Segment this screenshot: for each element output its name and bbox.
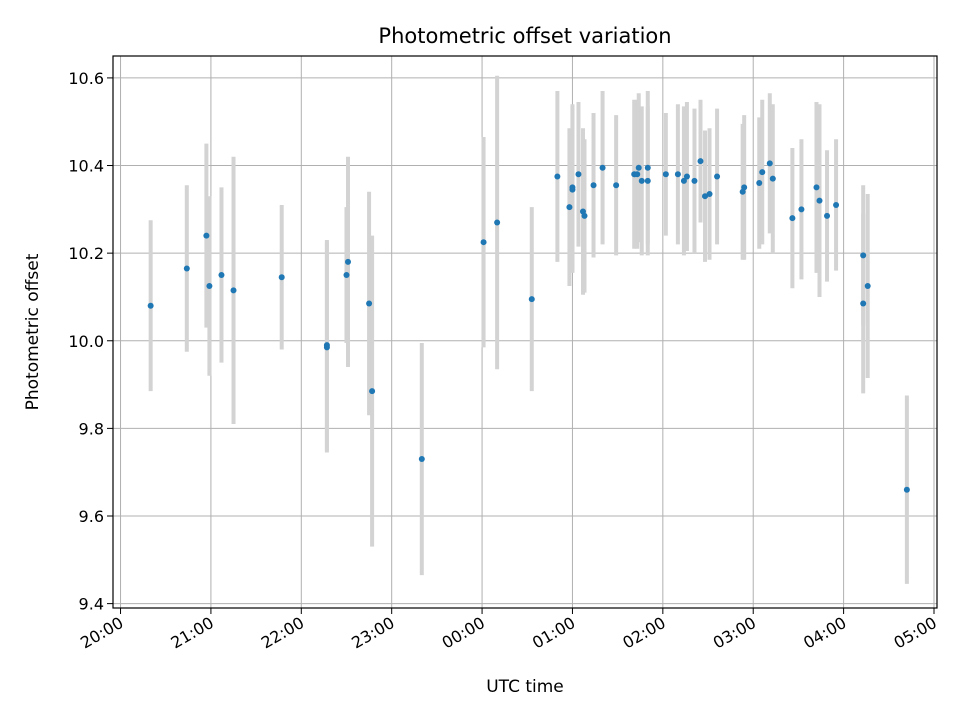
plot-area	[113, 56, 937, 608]
data-point	[714, 173, 721, 180]
data-point	[599, 164, 606, 171]
x-axis-label: UTC time	[486, 677, 564, 697]
data-point	[741, 184, 748, 191]
data-point	[706, 191, 713, 197]
data-point	[480, 239, 487, 246]
data-point	[206, 283, 213, 289]
data-point	[824, 212, 831, 219]
data-point	[662, 171, 669, 178]
data-point	[230, 287, 237, 294]
data-point	[798, 206, 805, 213]
chart-title: Photometric offset variation	[378, 24, 671, 48]
data-point	[343, 272, 350, 279]
y-tick-label: 10.6	[68, 69, 104, 88]
data-point	[674, 171, 681, 178]
y-axis-label: Photometric offset	[23, 253, 43, 410]
data-point	[860, 252, 867, 259]
data-points	[147, 158, 910, 493]
data-point	[683, 173, 690, 180]
y-tick-label: 10.0	[68, 332, 104, 351]
data-point	[566, 204, 573, 211]
data-point	[635, 164, 642, 171]
data-point	[697, 158, 704, 165]
data-point	[366, 300, 373, 307]
data-point	[569, 184, 576, 191]
y-axis-ticks: 9.4 9.6 9.8 10.0 10.2 10.4 10.6	[68, 69, 113, 614]
data-point	[644, 164, 651, 171]
data-point	[813, 184, 820, 191]
data-point	[691, 177, 698, 184]
data-point	[833, 201, 840, 208]
data-point	[575, 171, 582, 178]
data-point	[218, 272, 225, 279]
y-tick-label: 9.8	[79, 419, 104, 438]
data-point	[183, 265, 190, 272]
data-point	[581, 212, 588, 219]
plot-frame	[112, 55, 938, 609]
data-point	[554, 173, 561, 180]
data-point	[864, 283, 871, 289]
data-point	[702, 193, 709, 200]
data-point	[634, 171, 641, 178]
data-point	[278, 274, 285, 281]
data-point	[613, 182, 620, 189]
data-point	[369, 388, 376, 395]
data-point	[323, 342, 330, 349]
y-tick-label: 9.6	[79, 507, 104, 526]
data-point	[860, 300, 867, 307]
data-point	[344, 258, 351, 265]
y-tick-label: 10.4	[68, 157, 104, 176]
y-tick-label: 9.4	[79, 595, 104, 614]
grid	[113, 56, 937, 608]
data-point	[528, 296, 535, 303]
data-point	[769, 175, 776, 182]
data-point	[590, 182, 597, 189]
data-point	[644, 177, 651, 184]
data-point	[766, 160, 773, 167]
data-point	[494, 219, 501, 226]
data-point	[203, 232, 210, 239]
data-point	[418, 456, 425, 463]
data-point	[147, 302, 154, 309]
data-point	[816, 197, 823, 204]
data-point	[756, 180, 763, 187]
data-point	[789, 215, 796, 222]
data-point	[759, 169, 766, 176]
data-point	[638, 177, 645, 184]
y-tick-label: 10.2	[68, 244, 104, 263]
data-point	[903, 486, 910, 493]
data-point	[680, 177, 687, 184]
